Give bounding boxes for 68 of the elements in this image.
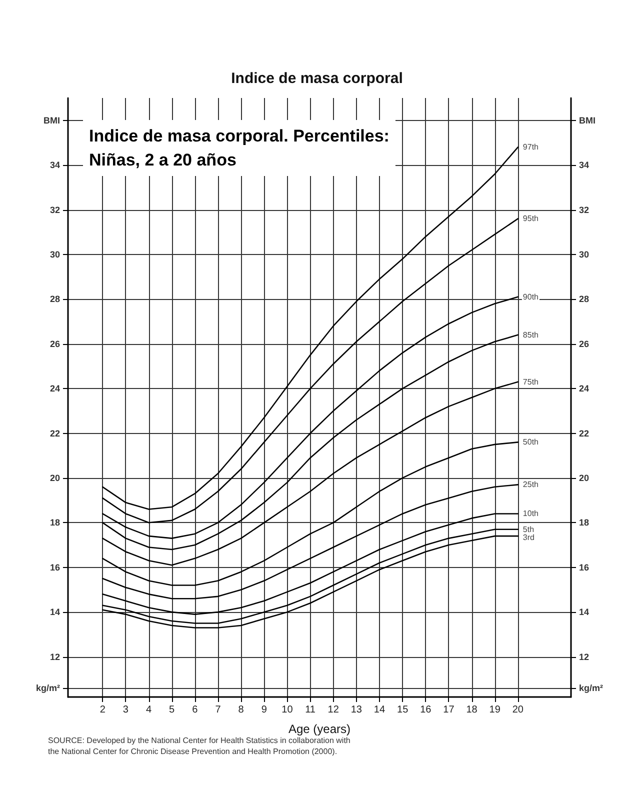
y2-tick-label: 34 — [579, 160, 590, 170]
y-tick-label: kg/m² — [36, 683, 60, 694]
x-tick-label: 17 — [443, 704, 455, 716]
y2-tick-label: 28 — [579, 294, 590, 304]
line-series — [102, 442, 519, 586]
y-tick-label: 12 — [50, 652, 60, 662]
y2-tick-label: 26 — [579, 338, 590, 349]
series-label: 90th — [522, 292, 539, 302]
y-tick-label: BMI — [44, 115, 60, 126]
y-tick-label: 16 — [50, 562, 60, 572]
y-tick-label: 26 — [50, 338, 60, 349]
y-tick-label: 20 — [50, 472, 60, 483]
series-label: 75th — [522, 377, 539, 386]
x-tick-label: 3 — [122, 704, 129, 716]
x-tick-label: 12 — [328, 704, 340, 716]
line-series — [102, 218, 519, 524]
y2-tick-label: BMI — [579, 115, 596, 126]
series-label: 10th — [522, 509, 539, 518]
x-tick-label: 9 — [261, 704, 268, 716]
y2-tick-label: 14 — [579, 607, 590, 618]
x-tick-label: 6 — [192, 704, 198, 716]
y-tick-label: 14 — [50, 607, 60, 618]
x-tick-label: 11 — [305, 704, 316, 716]
y-tick-label: 30 — [50, 249, 60, 260]
line-series — [102, 484, 519, 600]
y2-tick-label: 22 — [579, 428, 590, 438]
y2-tick-label: 30 — [579, 249, 590, 260]
y-tick-label: 28 — [50, 294, 60, 304]
series-label: 25th — [522, 480, 539, 490]
x-tick-label: 20 — [512, 704, 524, 716]
x-axis-title: Age (years) — [288, 722, 351, 736]
y2-tick-label: 24 — [579, 384, 590, 394]
x-tick-label: 18 — [466, 704, 478, 716]
y2-tick-label: 20 — [579, 472, 590, 483]
x-tick-label: 8 — [238, 704, 244, 716]
x-tick-label: 10 — [282, 704, 294, 716]
x-tick-label: 19 — [489, 704, 501, 716]
series-label: 97th — [522, 142, 539, 152]
series-label: 50th — [522, 438, 539, 447]
series-label: 85th — [522, 330, 539, 340]
source-note: SOURCE: Developed by the National Center for Health Statistics in collaboration with the National Center for Chronic Disease Prevention and Health Promotion (2000). — [48, 736, 350, 756]
y-tick-label: 24 — [50, 384, 60, 394]
line-series — [102, 296, 519, 539]
series-label: 95th — [522, 214, 539, 224]
line-series — [102, 381, 519, 566]
line-series — [102, 334, 519, 550]
x-tick-label: 13 — [350, 704, 362, 716]
y-tick-label: 32 — [50, 204, 60, 215]
y2-tick-label: kg/m² — [579, 683, 604, 694]
x-tick-label: 5 — [169, 704, 176, 716]
chart-title: Indice de masa corporal — [231, 70, 403, 87]
y2-tick-label: 16 — [579, 562, 590, 572]
x-tick-label: 16 — [420, 704, 432, 716]
series-label: 5th — [522, 524, 534, 534]
y2-tick-label: 32 — [579, 204, 590, 215]
y2-tick-label: 18 — [579, 518, 590, 528]
line-series — [102, 513, 519, 615]
x-tick-label: 7 — [215, 704, 222, 716]
x-tick-label: 2 — [100, 704, 106, 716]
y-tick-label: 22 — [50, 428, 60, 438]
x-tick-label: 4 — [146, 704, 152, 716]
y-tick-label: 34 — [50, 160, 60, 170]
x-tick-label: 14 — [374, 704, 386, 716]
y-tick-label: 18 — [50, 518, 60, 528]
text: Indice de masa corporal. Percentiles: Niñas, 2 a 20 años — [89, 126, 390, 170]
y2-tick-label: 12 — [579, 652, 590, 662]
series-label: 3rd — [522, 532, 534, 542]
x-tick-label: 15 — [397, 704, 409, 716]
